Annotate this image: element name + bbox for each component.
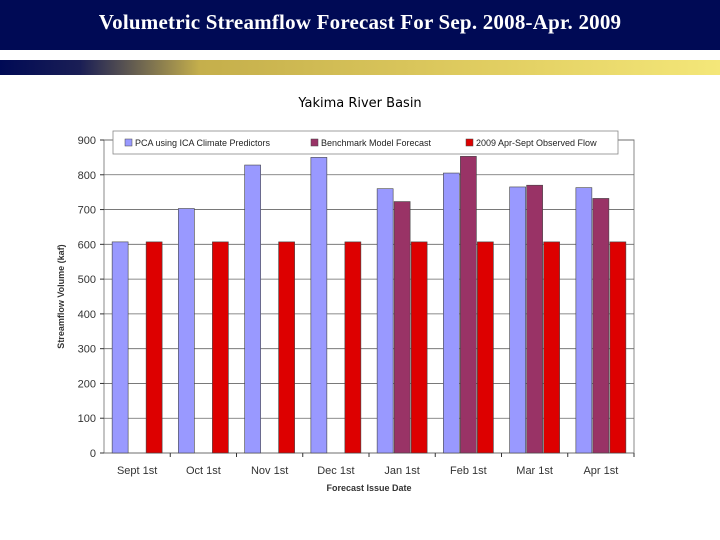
page-title: Volumetric Streamflow Forecast For Sep. … [98,10,622,34]
bar [477,241,494,454]
y-tick-label: 500 [78,274,96,286]
bar [212,241,229,454]
bar [410,241,428,454]
bars [111,156,627,454]
bar [575,187,593,454]
title-bar [0,0,720,50]
y-tick-label: 700 [78,205,96,217]
x-tick-label: Dec 1st [317,465,354,477]
legend-box [112,130,619,155]
legend-label: PCA using ICA Climate Predictors [135,138,271,148]
bar [310,157,328,454]
y-tick-label: 800 [78,170,96,182]
decorative-stripe-fade [0,60,200,75]
bar [376,188,394,454]
y-tick-label: 300 [78,344,96,356]
x-tick-label: Sept 1st [117,465,157,477]
legend-label: 2009 Apr-Sept Observed Flow [476,138,597,148]
y-tick-label: 100 [78,413,96,425]
y-axis-title: Streamflow Volume (kaf) [56,244,66,348]
x-tick-label: Nov 1st [251,465,288,477]
bar [526,184,543,454]
bar [344,241,362,454]
bar [509,186,526,454]
x-tick-label: Feb 1st [450,465,487,477]
chart-subtitle: Yakima River Basin [298,96,422,111]
bar [145,241,163,454]
x-tick-label: Jan 1st [384,465,419,477]
bar [543,241,560,454]
bar [460,156,477,454]
x-tick-label: Mar 1st [516,465,553,477]
legend-swatch [124,138,133,147]
bar [393,201,411,454]
bar [278,241,295,454]
legend: PCA using ICA Climate Predictors Benchmar… [112,130,619,155]
legend-swatch [465,138,474,147]
legend-label: Benchmark Model Forecast [321,138,432,148]
y-tick-label: 200 [78,378,96,390]
bar [111,241,129,454]
x-tick-label: Apr 1st [583,465,618,477]
y-tick-label: 600 [78,239,96,251]
axes: 0 100 200 300 400 500 600 700 800 900 Sept 1st Oct … [56,135,635,493]
y-tick-label: 400 [78,309,96,321]
y-tick-label: 0 [90,448,96,460]
bar [244,164,261,454]
bar [592,198,610,454]
x-tick-label: Oct 1st [186,465,221,477]
bar [443,172,460,454]
y-tick-label: 900 [78,135,96,147]
bar [609,241,627,454]
legend-swatch [310,138,319,147]
bar [178,208,195,454]
x-axis-title: Forecast Issue Date [326,483,411,493]
